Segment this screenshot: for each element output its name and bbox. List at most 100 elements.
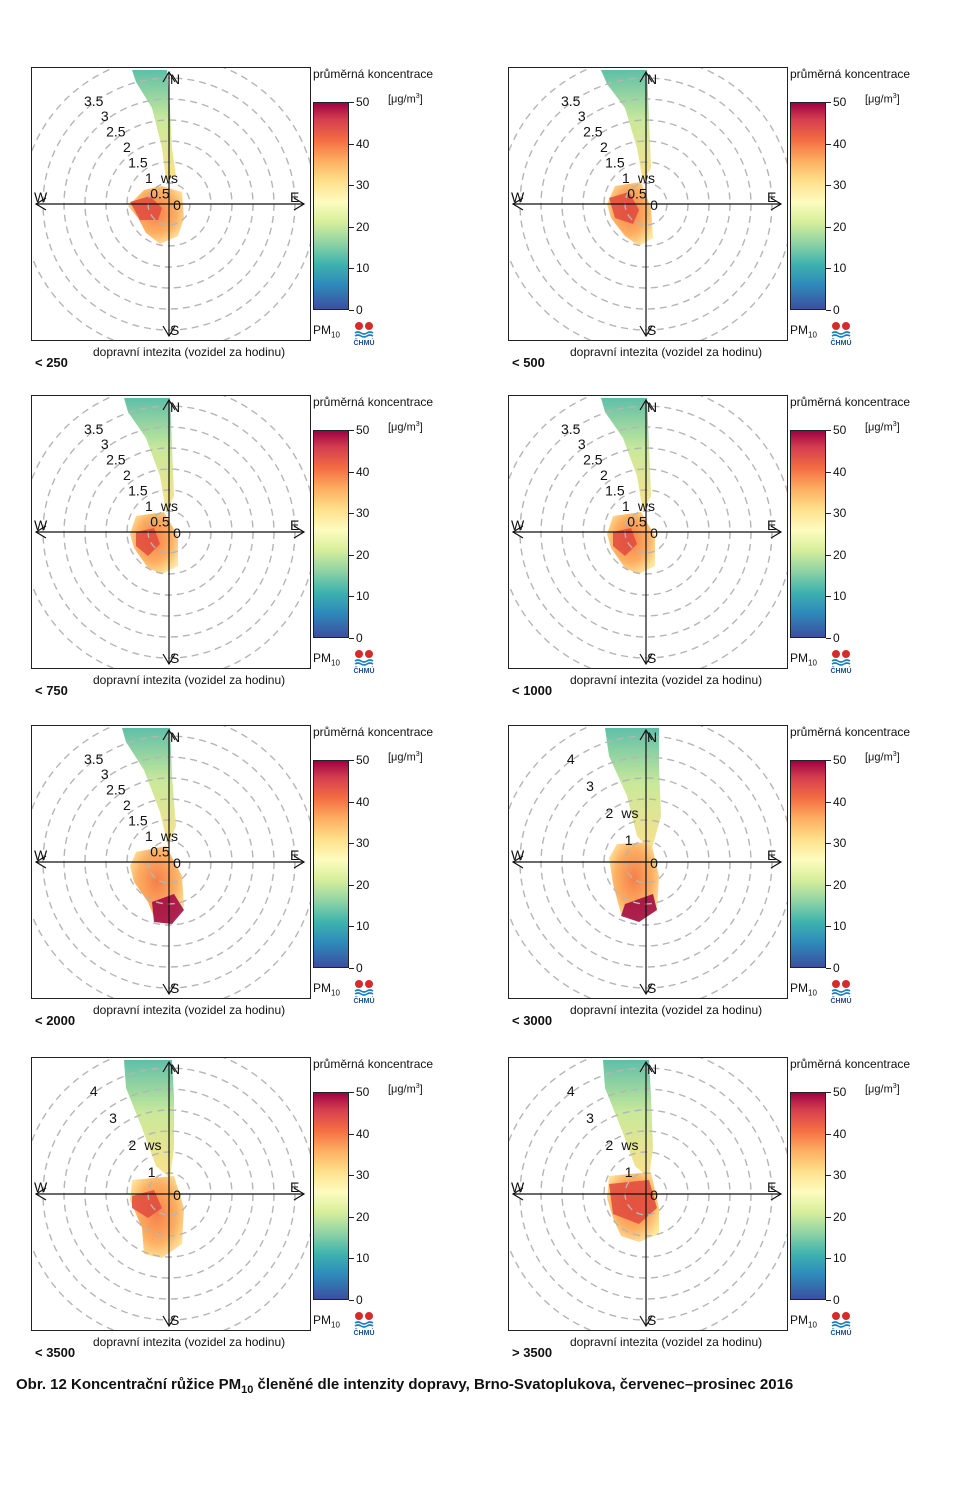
colorbar-tick [826,596,831,598]
east-arrow [770,855,783,869]
east-arrow [770,197,783,211]
ring-label: 1.5 [128,813,148,829]
direction-label-n: N [647,71,657,87]
polar-panel: N S E W 0 1 2 ws 3 4 průměrná koncentrace [μg/m3] 0 1… [508,725,968,1047]
unit-sup: 3 [892,421,897,428]
ring-label: 1 [622,170,630,186]
ring-label: 2 [123,139,131,155]
polar-rose-svg: N S E W 00.51 ws 1.522.533.5 [509,396,787,668]
colorbar-tick-label: 40 [356,1126,370,1141]
pollutant-label: PM10 [313,651,340,667]
south-arrow [639,1315,653,1328]
colorbar-tick [826,884,831,886]
ring-label: 2 [600,139,608,155]
unit-end: ] [419,421,423,434]
ring-label: 3 [586,1110,594,1126]
direction-label-s: S [647,1312,656,1328]
colorbar-tick-label: 40 [356,136,370,151]
colorbar-tick-label: 0 [833,961,840,975]
pollutant-label: PM10 [313,323,340,339]
colorbar-tick-label: 0 [833,1293,840,1307]
polar-panel: N S E W 0 0.5 1 ws 1.5 2 2.5 3 3.5 průměrná koncentra… [31,725,491,1047]
colorbar-tick-label: 50 [356,1085,370,1099]
colorbar-tick-label: 40 [833,1126,847,1141]
colorbar-tick-label: 10 [356,589,370,604]
colorbar-tick-label: 40 [356,794,370,809]
ring-label: 3.5 [561,93,581,109]
ring-label: 1 [625,1164,633,1180]
concentration-field-hotspot [613,528,637,556]
colorbar-tick [349,884,354,886]
traffic-class-label: < 2000 [35,1013,76,1028]
legend-title: průměrná koncentrace [313,67,434,81]
ring-label: 0.5 [150,514,170,530]
traffic-class-label: > 3500 [512,1345,553,1360]
colorbar [790,430,826,638]
colorbar-tick [349,596,354,598]
colorbar-tick-label: 50 [833,1085,847,1099]
concentration-field-hotspot [132,1190,162,1218]
colorbar [313,102,349,310]
polar-panel: N S E W 0 1 2 ws 3 4 průměrná koncentrace [μg/m3] 0 1… [31,1057,491,1379]
traffic-intensity-label: dopravní intezita (vozidel za hodinu) [570,345,763,359]
pollutant-base: PM [313,1313,331,1327]
unit-end: ] [896,751,900,764]
traffic-class-label: < 500 [512,355,545,370]
concentration-field-hotspot [609,192,639,224]
chmu-logo: ČHMÚ [354,322,375,346]
unit-end: ] [419,1083,423,1096]
north-arrow [639,728,653,741]
south-arrow [162,325,176,338]
colorbar-tick-label: 0 [356,631,363,645]
ring-label: 1 [145,170,153,186]
direction-label-s: S [170,980,179,996]
unit-base: [μg/m [388,1083,416,1096]
legend-title: průměrná koncentrace [790,1057,911,1071]
ws-label: ws [620,805,638,821]
colorbar-tick [349,1216,354,1218]
west-arrow [511,855,524,869]
pollutant-base: PM [313,323,331,337]
ring-label: 1 [148,1164,156,1180]
traffic-class-label: < 3000 [512,1013,553,1028]
legend-title: průměrná koncentrace [313,1057,434,1071]
colorbar-tick [349,1092,354,1093]
ring-label: 2 [128,1137,136,1153]
polar-rose-svg: N S E W 00.51 ws 1.522.533.5 [32,68,310,340]
unit-end: ] [419,93,423,106]
direction-label-n: N [647,729,657,745]
colorbar-tick [826,638,831,639]
traffic-intensity-label: dopravní intezita (vozidel za hodinu) [570,1003,763,1017]
colorbar-tick [826,1092,831,1093]
ring-label: 4 [90,1083,98,1099]
ring-label: 4 [567,751,575,767]
colorbar-tick-label: 0 [833,631,840,645]
colorbar-tick-label: 30 [833,506,847,521]
colorbar-tick-label: 40 [833,136,847,151]
legend-unit: [μg/m3] [865,421,900,434]
traffic-intensity-label: dopravní intezita (vozidel za hodinu) [93,673,286,687]
east-arrow [293,197,306,211]
colorbar-tick [349,843,354,845]
pollutant-sub: 10 [331,658,340,668]
caption-subscript: 10 [241,1384,254,1396]
direction-label-w: W [34,1179,48,1195]
unit-base: [μg/m [865,421,893,434]
ring-label: 4 [567,1083,575,1099]
south-arrow [639,983,653,996]
direction-label-s: S [170,322,179,338]
legend-title: průměrná koncentrace [313,725,434,739]
colorbar-tick [826,1175,831,1177]
polar-plot: N S E W 0 0.5 1 ws 1.5 2 2.5 3 3.5 [508,395,788,669]
colorbar-tick-label: 10 [833,589,847,604]
colorbar-tick-label: 50 [356,95,370,109]
pollutant-sub: 10 [331,1320,340,1330]
polar-panel: N S E W 0 1 2 ws 3 4 průměrná koncentrace [μg/m3] 0 1… [508,1057,968,1379]
concentration-field-north [605,728,661,852]
legend-unit: [μg/m3] [865,93,900,106]
legend-unit: [μg/m3] [865,751,900,764]
traffic-intensity-label: dopravní intezita (vozidel za hodinu) [570,1335,763,1349]
colorbar-tick [826,554,831,556]
colorbar-tick-label: 50 [833,95,847,109]
polar-rose-svg: N S E W 0 12 ws 34 [509,726,787,998]
